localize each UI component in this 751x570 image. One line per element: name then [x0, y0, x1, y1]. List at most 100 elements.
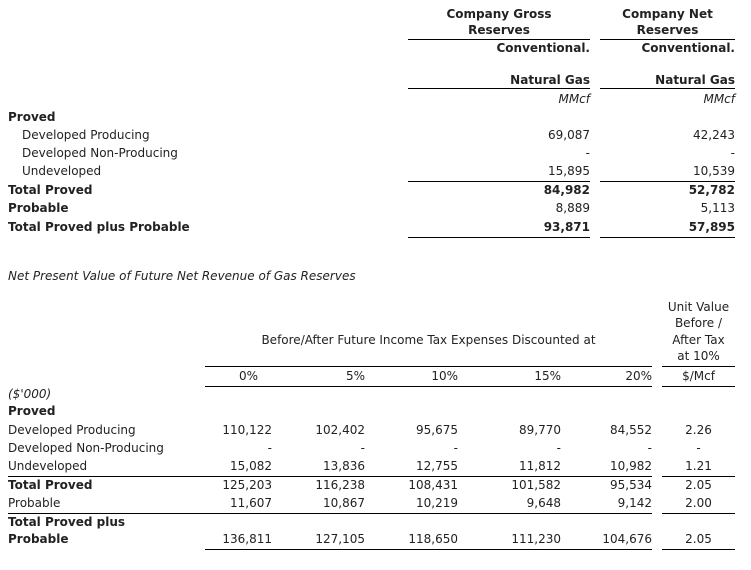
- cell-value: 42,243: [693, 128, 735, 142]
- cell-value: 110,122: [222, 423, 272, 437]
- cell-value: 12,755: [416, 459, 458, 473]
- cell-value: 116,238: [315, 478, 365, 492]
- divider-line: [662, 366, 735, 367]
- divider-line: [600, 237, 735, 238]
- row-label: Developed Non-Producing: [8, 441, 164, 455]
- divider-line: [662, 513, 735, 514]
- row-label: Undeveloped: [22, 164, 102, 178]
- divider-line: [205, 386, 652, 387]
- column-header: 20%: [625, 369, 652, 383]
- column-header: Reserves: [636, 23, 699, 37]
- cell-value: 95,675: [416, 423, 458, 437]
- column-unit: MMcf: [558, 92, 590, 106]
- divider-line: [8, 476, 205, 477]
- cell-value: -: [556, 441, 561, 455]
- divider-line: [205, 513, 652, 514]
- cell-value: 125,203: [222, 478, 272, 492]
- column-header: Reserves: [468, 23, 530, 37]
- cell-value: 118,650: [408, 532, 458, 546]
- cell-value: 13,836: [323, 459, 365, 473]
- divider-line: [600, 181, 735, 182]
- group-header: Before/After Future Income Tax Expenses …: [261, 333, 596, 347]
- divider-line: [600, 39, 735, 40]
- cell-value: -: [730, 146, 735, 160]
- column-header: 15%: [534, 369, 561, 383]
- cell-value: 8,889: [555, 201, 590, 215]
- cell-value: 52,782: [688, 183, 735, 197]
- divider-line: [600, 88, 735, 89]
- row-label: Undeveloped: [8, 459, 88, 473]
- row-label: Total Proved: [8, 478, 93, 492]
- cell-value: 69,087: [548, 128, 590, 142]
- divider-line: [205, 476, 652, 477]
- divider-line: [408, 39, 590, 40]
- row-label: Developed Producing: [8, 423, 136, 437]
- column-header: 0%: [238, 369, 258, 383]
- cell-value: 1.21: [685, 459, 712, 473]
- cell-value: 11,607: [230, 496, 272, 510]
- column-unit: MMcf: [703, 92, 735, 106]
- column-header: Company Gross: [446, 7, 552, 21]
- cell-value: 84,552: [610, 423, 652, 437]
- row-label: Probable: [8, 532, 69, 546]
- divider-line: [662, 549, 735, 550]
- column-header: 5%: [345, 369, 365, 383]
- cell-value: 136,811: [222, 532, 272, 546]
- cell-value: 2.05: [685, 532, 712, 546]
- divider-line: [408, 88, 590, 89]
- cell-value: 89,770: [519, 423, 561, 437]
- cell-value: 10,982: [610, 459, 652, 473]
- cell-value: 2.00: [685, 496, 712, 510]
- row-label: Developed Non-Producing: [22, 146, 178, 160]
- column-header: 10%: [431, 369, 458, 383]
- cell-value: -: [453, 441, 458, 455]
- cell-value: 93,871: [543, 220, 590, 234]
- cell-value: 57,895: [688, 220, 735, 234]
- cell-value: 104,676: [602, 532, 652, 546]
- divider-line: [205, 366, 652, 367]
- row-label: Total Proved plus Probable: [8, 220, 190, 234]
- cell-value: 10,539: [693, 164, 735, 178]
- cell-value: 101,582: [511, 478, 561, 492]
- cell-value: 15,082: [230, 459, 272, 473]
- cell-value: 5,113: [700, 201, 735, 215]
- divider-line: [8, 513, 205, 514]
- divider-line: [408, 181, 590, 182]
- cell-value: 95,534: [610, 478, 652, 492]
- row-label: Proved: [8, 110, 56, 124]
- column-product: Natural Gas: [655, 73, 735, 87]
- cell-value: -: [647, 441, 652, 455]
- cell-value: 127,105: [315, 532, 365, 546]
- units-label: ($'000): [8, 387, 52, 401]
- cell-value: -: [360, 441, 365, 455]
- row-label: Probable: [8, 201, 69, 215]
- cell-value: 2.26: [685, 423, 712, 437]
- cell-value: -: [585, 146, 590, 160]
- row-label: Probable: [8, 496, 61, 510]
- row-label: Total Proved: [8, 183, 93, 197]
- column-type: Conventional.: [641, 41, 735, 55]
- column-product: Natural Gas: [510, 73, 590, 87]
- cell-value: 102,402: [315, 423, 365, 437]
- unit-value-header: at 10%: [677, 348, 720, 363]
- divider-line: [662, 386, 735, 387]
- unit-value-header: After Tax: [672, 332, 725, 347]
- cell-value: 9,142: [617, 496, 652, 510]
- cell-value: -: [267, 441, 272, 455]
- cell-value: 10,867: [323, 496, 365, 510]
- cell-value: 2.05: [685, 478, 712, 492]
- row-label: Total Proved plus: [8, 515, 126, 529]
- cell-value: 84,982: [543, 183, 590, 197]
- column-header: Company Net: [622, 7, 713, 21]
- table-title: Net Present Value of Future Net Revenue …: [8, 269, 356, 283]
- cell-value: 11,812: [519, 459, 561, 473]
- unit-value-header: Before /: [674, 316, 723, 331]
- row-label: Proved: [8, 404, 56, 418]
- cell-value: 10,219: [416, 496, 458, 510]
- column-type: Conventional.: [496, 41, 590, 55]
- cell-value: -: [696, 441, 701, 455]
- divider-line: [408, 237, 590, 238]
- cell-value: 111,230: [511, 532, 561, 546]
- column-header: $/Mcf: [682, 369, 715, 383]
- unit-value-header: Unit Value: [667, 300, 730, 314]
